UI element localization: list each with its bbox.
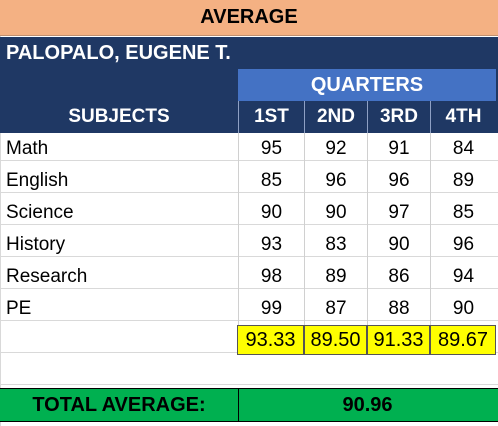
grade-cell[interactable]: 96: [430, 229, 496, 261]
quarter-averages-row: 93.33 89.50 91.33 89.67: [0, 325, 498, 355]
subject-cell[interactable]: Research: [6, 266, 88, 287]
grade-cell[interactable]: 98: [238, 261, 304, 293]
q4-average-cell[interactable]: 89.67: [430, 325, 496, 355]
grade-cell[interactable]: 99: [238, 293, 304, 325]
quarters-header-row: QUARTERS: [0, 69, 498, 101]
table-row: Math 95 92 91 84: [0, 133, 498, 165]
q2-header[interactable]: 2ND: [304, 101, 367, 133]
grade-cell[interactable]: 90: [304, 197, 367, 229]
grade-cell[interactable]: 90: [367, 229, 430, 261]
grade-cell[interactable]: 90: [238, 197, 304, 229]
grade-cell[interactable]: 84: [430, 133, 496, 165]
table-row: English 85 96 96 89: [0, 165, 498, 197]
grade-cell[interactable]: 87: [304, 293, 367, 325]
grade-cell[interactable]: 88: [367, 293, 430, 325]
grade-cell[interactable]: 90: [430, 293, 496, 325]
grade-cell[interactable]: 89: [304, 261, 367, 293]
total-average-row: TOTAL AVERAGE: 90.96: [0, 388, 498, 422]
q3-average-cell[interactable]: 91.33: [367, 325, 430, 355]
subject-cell[interactable]: Math: [6, 138, 49, 159]
q1-average-cell[interactable]: 93.33: [237, 325, 304, 355]
table-row: PE 99 87 88 90: [0, 293, 498, 325]
grade-cell[interactable]: 85: [238, 165, 304, 197]
subjects-header[interactable]: SUBJECTS: [68, 106, 170, 127]
grade-cell[interactable]: 94: [430, 261, 496, 293]
grade-cell[interactable]: 96: [304, 165, 367, 197]
sheet-title[interactable]: AVERAGE: [200, 6, 298, 28]
q2-average-cell[interactable]: 89.50: [304, 325, 367, 355]
grade-cell[interactable]: 83: [304, 229, 367, 261]
student-name-row: PALOPALO, EUGENE T.: [0, 37, 498, 69]
total-average-value[interactable]: 90.96: [238, 389, 496, 421]
grade-cell[interactable]: 96: [367, 165, 430, 197]
subject-cell[interactable]: Science: [6, 202, 74, 223]
grade-cell[interactable]: 97: [367, 197, 430, 229]
subject-cell[interactable]: History: [6, 234, 66, 255]
column-header-row: SUBJECTS 1ST 2ND 3RD 4TH: [0, 101, 498, 133]
subject-cell[interactable]: PE: [6, 298, 32, 319]
grade-cell[interactable]: 89: [430, 165, 496, 197]
grade-cell[interactable]: 86: [367, 261, 430, 293]
student-name[interactable]: PALOPALO, EUGENE T.: [6, 41, 231, 64]
table-row: Science 90 90 97 85: [0, 197, 498, 229]
q1-header[interactable]: 1ST: [238, 101, 304, 133]
quarters-label[interactable]: QUARTERS: [238, 69, 496, 101]
table-row: Research 98 89 86 94: [0, 261, 498, 293]
grade-cell[interactable]: 95: [238, 133, 304, 165]
table-row: History 93 83 90 96: [0, 229, 498, 261]
grade-cell[interactable]: 93: [238, 229, 304, 261]
q3-header[interactable]: 3RD: [367, 101, 430, 133]
total-average-label[interactable]: TOTAL AVERAGE:: [32, 393, 206, 416]
subject-cell[interactable]: English: [6, 170, 69, 191]
q4-header[interactable]: 4TH: [430, 101, 496, 133]
title-row: AVERAGE: [0, 0, 498, 36]
grade-cell[interactable]: 85: [430, 197, 496, 229]
grade-cell[interactable]: 91: [367, 133, 430, 165]
grade-cell[interactable]: 92: [304, 133, 367, 165]
